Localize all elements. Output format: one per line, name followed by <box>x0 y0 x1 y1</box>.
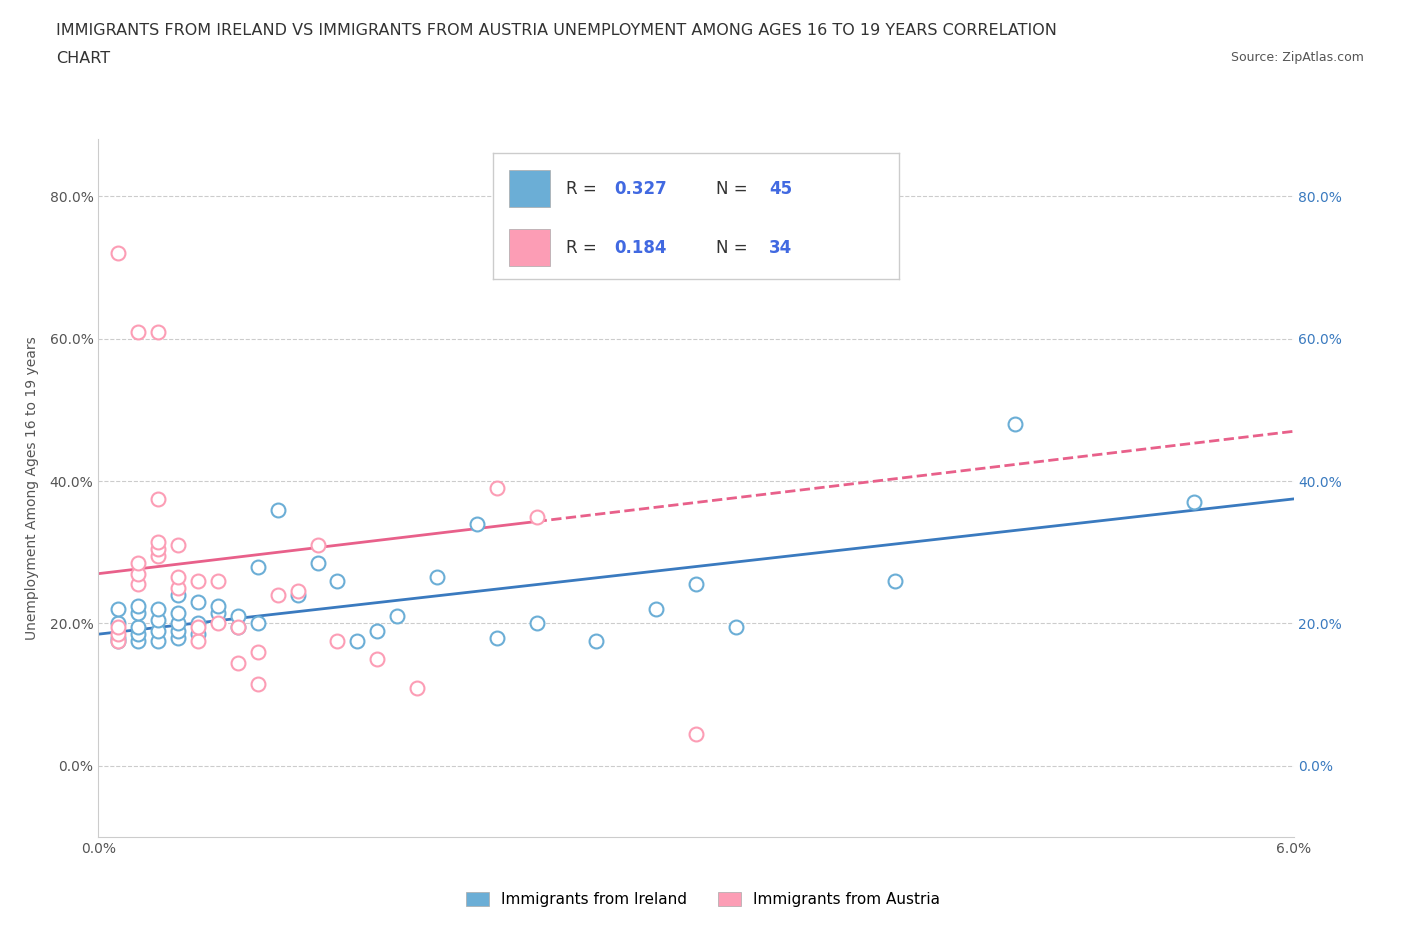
Point <box>226 656 249 671</box>
Point <box>465 516 488 531</box>
Point <box>246 559 269 574</box>
Point <box>685 726 707 741</box>
Point <box>167 616 190 631</box>
Point <box>207 605 229 620</box>
Point <box>148 491 170 506</box>
Point <box>385 609 409 624</box>
Point <box>267 502 290 517</box>
Point <box>207 616 229 631</box>
Point <box>107 246 129 260</box>
Point <box>485 481 508 496</box>
Point <box>246 676 269 691</box>
Point <box>127 619 149 634</box>
Point <box>307 555 329 570</box>
Point <box>107 627 129 642</box>
Point <box>187 634 209 649</box>
Text: CHART: CHART <box>56 51 110 66</box>
Point <box>685 577 707 591</box>
Point <box>148 534 170 549</box>
Point <box>107 634 129 649</box>
Point <box>107 602 129 617</box>
Point <box>167 538 190 552</box>
Point <box>167 631 190 645</box>
Point <box>127 325 149 339</box>
Point <box>127 627 149 642</box>
Point <box>187 627 209 642</box>
Point <box>246 616 269 631</box>
Point <box>127 555 149 570</box>
Point <box>127 577 149 591</box>
Point <box>148 623 170 638</box>
Point <box>267 588 290 603</box>
Point <box>526 616 548 631</box>
Point <box>107 619 129 634</box>
Point <box>287 588 309 603</box>
Point <box>167 605 190 620</box>
Point <box>585 634 607 649</box>
Point <box>148 602 170 617</box>
Point <box>127 566 149 581</box>
Point <box>1182 495 1205 510</box>
Point <box>724 619 747 634</box>
Point <box>167 580 190 595</box>
Point <box>148 325 170 339</box>
Point <box>167 570 190 585</box>
Point <box>1004 417 1026 432</box>
Text: Source: ZipAtlas.com: Source: ZipAtlas.com <box>1230 51 1364 64</box>
Point <box>167 588 190 603</box>
Point <box>366 623 388 638</box>
Point <box>226 619 249 634</box>
Point <box>107 616 129 631</box>
Point <box>187 619 209 634</box>
Point <box>226 619 249 634</box>
Point <box>148 613 170 628</box>
Point <box>148 549 170 564</box>
Point <box>326 634 349 649</box>
Point <box>326 573 349 588</box>
Point <box>426 570 449 585</box>
Point <box>107 631 129 645</box>
Point <box>107 634 129 649</box>
Point <box>346 634 368 649</box>
Point <box>287 584 309 599</box>
Point <box>366 652 388 667</box>
Point <box>187 594 209 609</box>
Point <box>127 598 149 613</box>
Point <box>187 616 209 631</box>
Text: IMMIGRANTS FROM IRELAND VS IMMIGRANTS FROM AUSTRIA UNEMPLOYMENT AMONG AGES 16 TO: IMMIGRANTS FROM IRELAND VS IMMIGRANTS FR… <box>56 23 1057 38</box>
Legend: Immigrants from Ireland, Immigrants from Austria: Immigrants from Ireland, Immigrants from… <box>460 885 946 913</box>
Point <box>148 634 170 649</box>
Point <box>207 573 229 588</box>
Y-axis label: Unemployment Among Ages 16 to 19 years: Unemployment Among Ages 16 to 19 years <box>24 337 38 640</box>
Point <box>167 623 190 638</box>
Point <box>246 644 269 659</box>
Point <box>127 634 149 649</box>
Point <box>207 598 229 613</box>
Point <box>127 605 149 620</box>
Point <box>226 609 249 624</box>
Point <box>884 573 907 588</box>
Point <box>307 538 329 552</box>
Point <box>187 573 209 588</box>
Point <box>526 510 548 525</box>
Point <box>406 680 429 695</box>
Point <box>485 631 508 645</box>
Point <box>645 602 668 617</box>
Point <box>148 541 170 556</box>
